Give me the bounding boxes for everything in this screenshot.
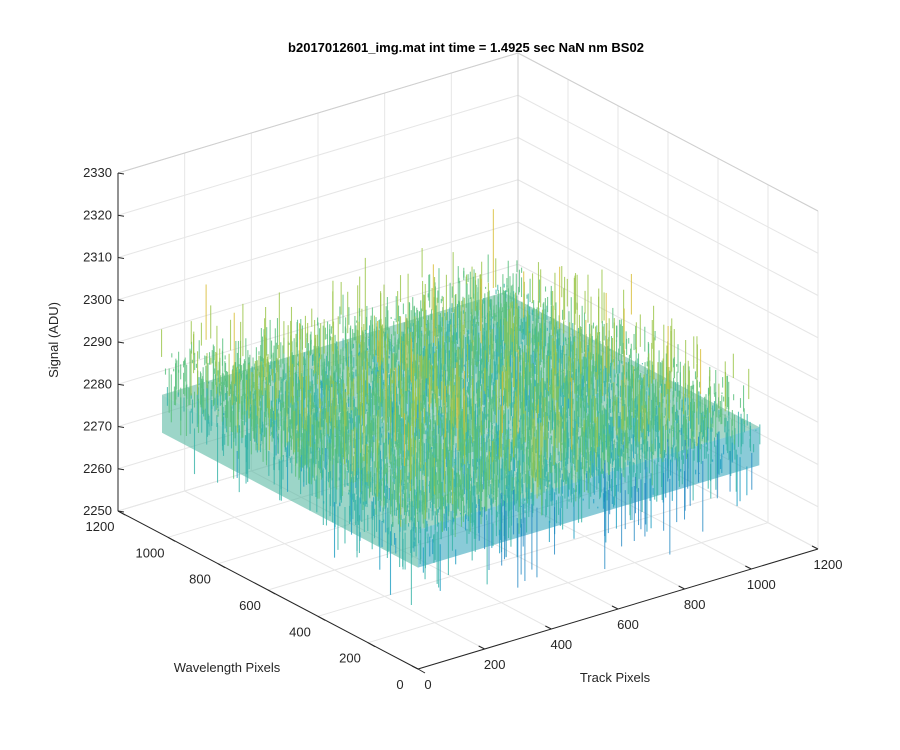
wall-grid-line bbox=[517, 94, 819, 254]
wall-grid-line bbox=[517, 137, 819, 296]
wall-grid-line bbox=[117, 179, 519, 301]
wall-grid-line bbox=[117, 137, 519, 258]
surface-left-fill bbox=[162, 394, 418, 568]
wall-grid-line bbox=[517, 179, 819, 339]
wall-grid-line bbox=[517, 221, 819, 381]
wall-grid-line bbox=[117, 94, 519, 216]
floor-grid-line bbox=[367, 522, 769, 644]
surface-plot bbox=[160, 209, 761, 606]
box-edge bbox=[517, 52, 819, 212]
box-edge bbox=[117, 52, 519, 174]
wall-grid-line bbox=[117, 221, 519, 343]
